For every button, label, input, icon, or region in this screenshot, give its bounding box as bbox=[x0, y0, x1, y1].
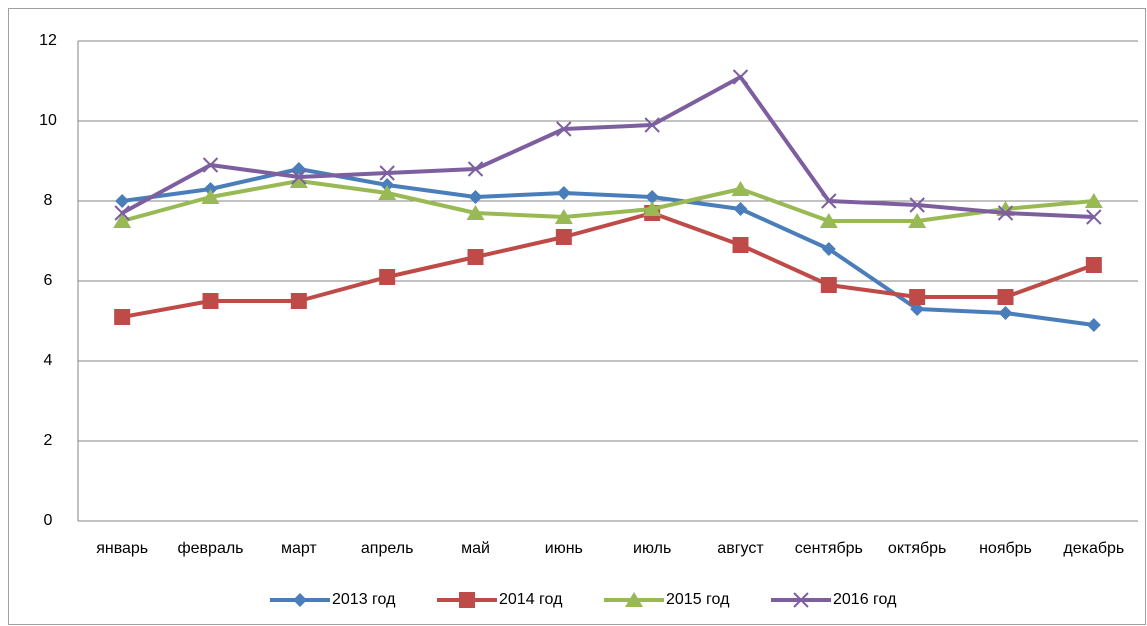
marker bbox=[290, 293, 307, 309]
x-tick-label: октябрь bbox=[888, 540, 946, 557]
marker bbox=[1086, 318, 1101, 332]
x-tick-label: декабрь bbox=[1063, 540, 1124, 557]
x-tick-label: март bbox=[281, 540, 317, 557]
marker bbox=[732, 69, 749, 85]
marker bbox=[379, 269, 396, 285]
marker bbox=[378, 185, 397, 200]
x-tick-label: февраль bbox=[177, 540, 243, 557]
marker bbox=[821, 242, 836, 256]
x-tick-label: ноябрь bbox=[979, 540, 1032, 557]
marker bbox=[820, 277, 837, 293]
marker bbox=[202, 157, 219, 173]
marker bbox=[625, 592, 643, 607]
marker bbox=[115, 194, 130, 208]
marker bbox=[819, 213, 838, 228]
marker bbox=[293, 593, 307, 607]
marker bbox=[997, 289, 1014, 305]
x-tick-label: июнь bbox=[545, 540, 583, 557]
y-tick-label: 2 bbox=[44, 432, 53, 449]
legend-label: 2014 год bbox=[499, 591, 563, 608]
marker bbox=[202, 293, 219, 309]
series-line bbox=[121, 75, 1094, 219]
marker bbox=[821, 193, 837, 209]
series-line bbox=[121, 179, 1095, 223]
series-line bbox=[121, 211, 1095, 319]
marker bbox=[645, 190, 660, 204]
x-tick-label: январь bbox=[96, 540, 148, 557]
marker bbox=[466, 205, 485, 220]
marker bbox=[289, 173, 308, 188]
marker bbox=[554, 209, 573, 224]
x-tick-label: август bbox=[717, 540, 764, 557]
marker bbox=[910, 302, 925, 316]
marker bbox=[467, 249, 484, 265]
marker bbox=[556, 186, 571, 200]
marker bbox=[459, 592, 475, 608]
marker bbox=[908, 213, 927, 228]
marker bbox=[998, 306, 1013, 320]
marker bbox=[997, 205, 1014, 221]
marker bbox=[909, 289, 926, 305]
y-tick-label: 4 bbox=[44, 352, 53, 369]
y-tick-label: 6 bbox=[44, 272, 53, 289]
marker bbox=[556, 121, 572, 137]
y-tick-label: 12 bbox=[39, 32, 57, 49]
marker bbox=[379, 165, 395, 181]
marker bbox=[909, 197, 925, 213]
marker bbox=[733, 202, 748, 216]
marker bbox=[555, 229, 572, 245]
x-tick-label: апрель bbox=[361, 540, 414, 557]
x-tick-label: июль bbox=[633, 540, 671, 557]
marker bbox=[1086, 209, 1102, 225]
marker bbox=[1085, 257, 1102, 273]
series-line bbox=[121, 167, 1095, 327]
marker bbox=[732, 237, 749, 253]
y-tick-label: 8 bbox=[44, 192, 53, 209]
marker bbox=[643, 201, 662, 216]
marker bbox=[468, 190, 483, 204]
legend-label: 2013 год bbox=[332, 591, 396, 608]
marker bbox=[114, 205, 130, 221]
marker bbox=[467, 161, 484, 177]
x-tick-label: май bbox=[461, 540, 490, 557]
chart-border bbox=[8, 8, 1146, 625]
marker bbox=[201, 189, 220, 204]
legend-label: 2015 год bbox=[666, 591, 730, 608]
marker bbox=[291, 169, 307, 185]
marker bbox=[644, 117, 660, 133]
y-tick-label: 10 bbox=[39, 112, 57, 129]
marker bbox=[1084, 193, 1103, 208]
x-tick-label: сентябрь bbox=[795, 540, 863, 557]
legend-label: 2016 год bbox=[833, 591, 897, 608]
y-tick-label: 0 bbox=[44, 512, 53, 529]
marker bbox=[731, 181, 750, 196]
marker bbox=[114, 309, 131, 325]
marker bbox=[793, 592, 809, 608]
marker bbox=[113, 213, 132, 228]
